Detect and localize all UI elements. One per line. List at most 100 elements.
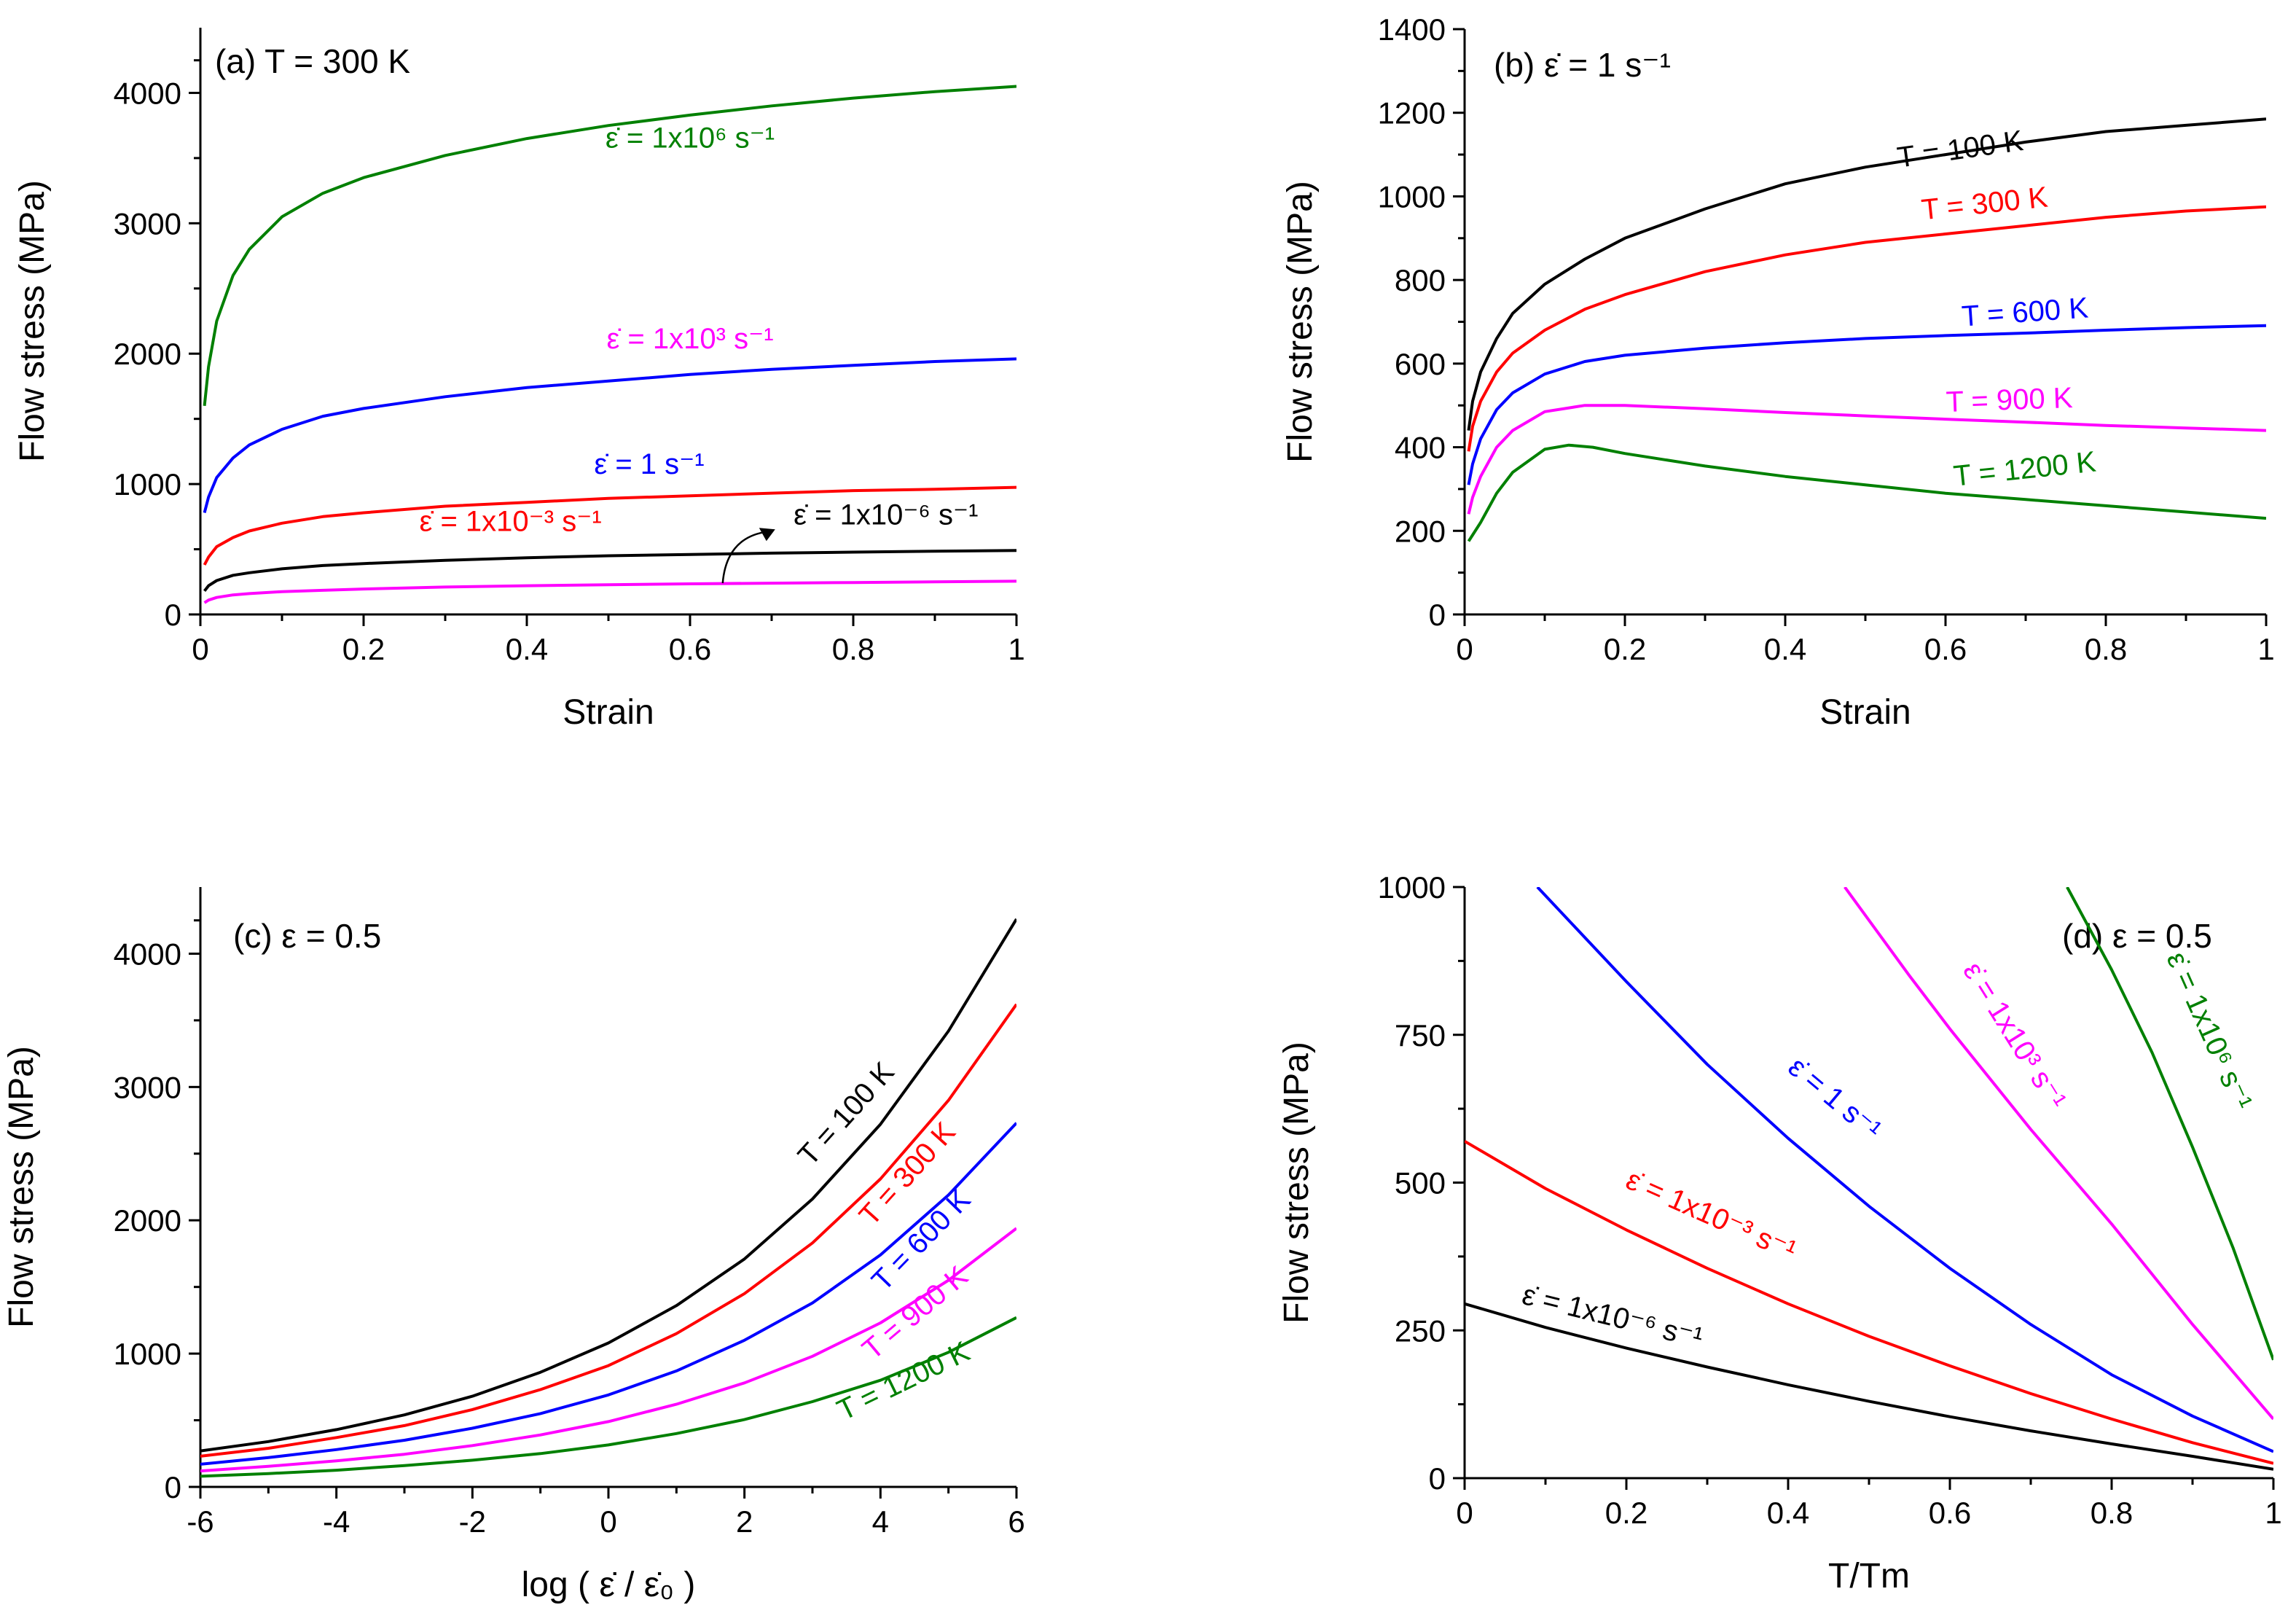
y-tick-label: 1000: [114, 467, 181, 501]
x-tick-label: 0.2: [342, 632, 385, 666]
x-tick-label: 0.4: [1764, 632, 1806, 666]
y-tick-label: 2000: [114, 1203, 181, 1238]
y-tick-label: 3000: [114, 206, 181, 241]
y-axis-title: Flow stress (MPa): [2, 1046, 41, 1328]
series-line: [200, 1122, 1016, 1466]
series-label: T = 900 K: [1946, 382, 2074, 418]
series-line: [2066, 887, 2273, 1361]
y-tick-label: 750: [1395, 1018, 1446, 1052]
x-tick-label: 1: [2257, 632, 2274, 666]
y-tick-label: 4000: [114, 937, 181, 971]
series-label: T = 100 K: [792, 1056, 901, 1172]
y-tick-label: 200: [1395, 514, 1446, 548]
series-line: [1467, 205, 2266, 452]
annotation-arrowhead: [759, 528, 775, 542]
x-axis-title: log ( ε̇ / ε̇₀ ): [522, 1566, 696, 1604]
x-tick-label: 0.6: [1929, 1496, 1971, 1530]
series-line: [203, 357, 1016, 514]
series-line: [1467, 404, 2266, 515]
series-line: [203, 85, 1016, 407]
panel-label: (a) T = 300 K: [215, 42, 410, 80]
series-line: [1844, 887, 2273, 1421]
series-line: [1465, 1139, 2273, 1465]
x-tick-label: 0: [600, 1504, 616, 1539]
x-tick-label: 0.4: [1767, 1496, 1809, 1530]
series-label: ε̇ = 1x10⁻³ s⁻¹: [1621, 1163, 1801, 1267]
y-tick-label: 3000: [114, 1070, 181, 1104]
y-axis-title: Flow stress (MPa): [13, 180, 52, 462]
x-tick-label: 0.6: [669, 632, 711, 666]
x-tick-label: 0.4: [506, 632, 548, 666]
series-line: [1467, 117, 2266, 431]
x-tick-label: 0: [192, 632, 208, 666]
y-axis-title: Flow stress (MPa): [1277, 1042, 1316, 1324]
series-label: ε̇ = 1 s⁻¹: [1782, 1051, 1887, 1147]
panel-b-strain-vs-stress-1s: 0 0.2 0.4 0.6 0.8 1 0 200 400 600 800 1000 1200 1400 S…: [1281, 12, 2275, 732]
x-tick-label: -2: [459, 1504, 486, 1539]
panel-c-stress-vs-log-strain-rate: -6 -4 -2 0 2 4 6 0 1000 2000 3000 4000 log ( ε̇ / ε̇…: [2, 887, 1025, 1604]
x-axis-title: T/Tm: [1828, 1557, 1910, 1596]
y-tick-label: 1000: [114, 1337, 181, 1371]
panel-a-strain-vs-stress-300K: 0 0.2 0.4 0.6 0.8 1 0 1000 2000 3000 4000 Strain Flo…: [13, 28, 1025, 732]
y-tick-label: 0: [1429, 598, 1446, 632]
x-tick-label: 0.8: [2091, 1496, 2133, 1530]
y-tick-label: 500: [1395, 1166, 1446, 1200]
series-line: [1467, 443, 2266, 542]
x-tick-label: 0: [1456, 1496, 1473, 1530]
series-label: ε̇ = 1x10³ s⁻¹: [606, 323, 773, 355]
series-label: T = 100 K: [1895, 125, 2026, 174]
series-line: [203, 579, 1016, 604]
series-label: ε̇ = 1x10⁻⁶ s⁻¹: [1519, 1278, 1706, 1354]
series-label: ε̇ = 1x10⁻³ s⁻¹: [420, 506, 602, 538]
y-tick-label: 400: [1395, 431, 1446, 465]
series-line: [200, 918, 1016, 1453]
y-tick-label: 800: [1395, 263, 1446, 297]
x-tick-label: 0.6: [1924, 632, 1967, 666]
x-tick-label: 1: [1008, 632, 1024, 666]
series-label: ε̇ = 1x10³ s⁻¹: [1956, 956, 2072, 1115]
panel-label: (c) ε = 0.5: [233, 917, 381, 955]
panel-d-stress-vs-homologous-temperature: 0 0.2 0.4 0.6 0.8 1 0 250 500 750 1000 T/Tm Flow str…: [1277, 870, 2282, 1596]
series-line: [200, 1227, 1016, 1473]
y-tick-label: 0: [165, 1470, 181, 1504]
y-tick-label: 2000: [114, 337, 181, 371]
series-line: [1467, 324, 2266, 485]
y-tick-label: 1400: [1378, 12, 1446, 47]
x-tick-label: 2: [736, 1504, 753, 1539]
y-tick-label: 0: [165, 598, 181, 632]
y-tick-label: 1000: [1378, 179, 1446, 214]
x-tick-label: 0.2: [1604, 632, 1646, 666]
x-axis-title: Strain: [563, 693, 654, 732]
series-label: T = 300 K: [1920, 181, 2050, 226]
x-tick-label: 4: [872, 1504, 889, 1539]
series-line: [200, 1316, 1016, 1478]
x-tick-label: -6: [187, 1504, 213, 1539]
series-label: ε̇ = 1x10⁶ s⁻¹: [606, 122, 775, 155]
y-axis-title: Flow stress (MPa): [1281, 181, 1320, 463]
series-label: T = 1200 K: [832, 1335, 975, 1427]
x-tick-label: -4: [323, 1504, 350, 1539]
panel-label: (b) ε̇ = 1 s⁻¹: [1494, 46, 1671, 84]
x-tick-label: 0: [1456, 632, 1473, 666]
y-tick-label: 600: [1395, 347, 1446, 381]
x-tick-label: 0.8: [2085, 632, 2127, 666]
series-label: T = 600 K: [1961, 292, 2090, 333]
series-line: [203, 485, 1016, 566]
series-line: [203, 549, 1016, 593]
x-tick-label: 6: [1008, 1504, 1024, 1539]
series-line: [1536, 887, 2273, 1453]
annotation-arrow: [721, 531, 764, 584]
series-label: ε̇ = 1 s⁻¹: [594, 448, 704, 480]
series-line: [1465, 1302, 2273, 1471]
y-tick-label: 1000: [1378, 870, 1446, 905]
x-axis-title: Strain: [1819, 693, 1911, 732]
series-label: ε̇ = 1x10⁶ s⁻¹: [2160, 947, 2259, 1114]
series-line: [200, 1003, 1016, 1458]
series-label: ε̇ = 1x10⁻⁶ s⁻¹: [794, 499, 978, 531]
y-tick-label: 250: [1395, 1313, 1446, 1348]
series-label: T = 1200 K: [1952, 446, 2098, 493]
y-tick-label: 4000: [114, 76, 181, 110]
y-tick-label: 0: [1429, 1461, 1446, 1496]
x-tick-label: 1: [2265, 1496, 2281, 1530]
